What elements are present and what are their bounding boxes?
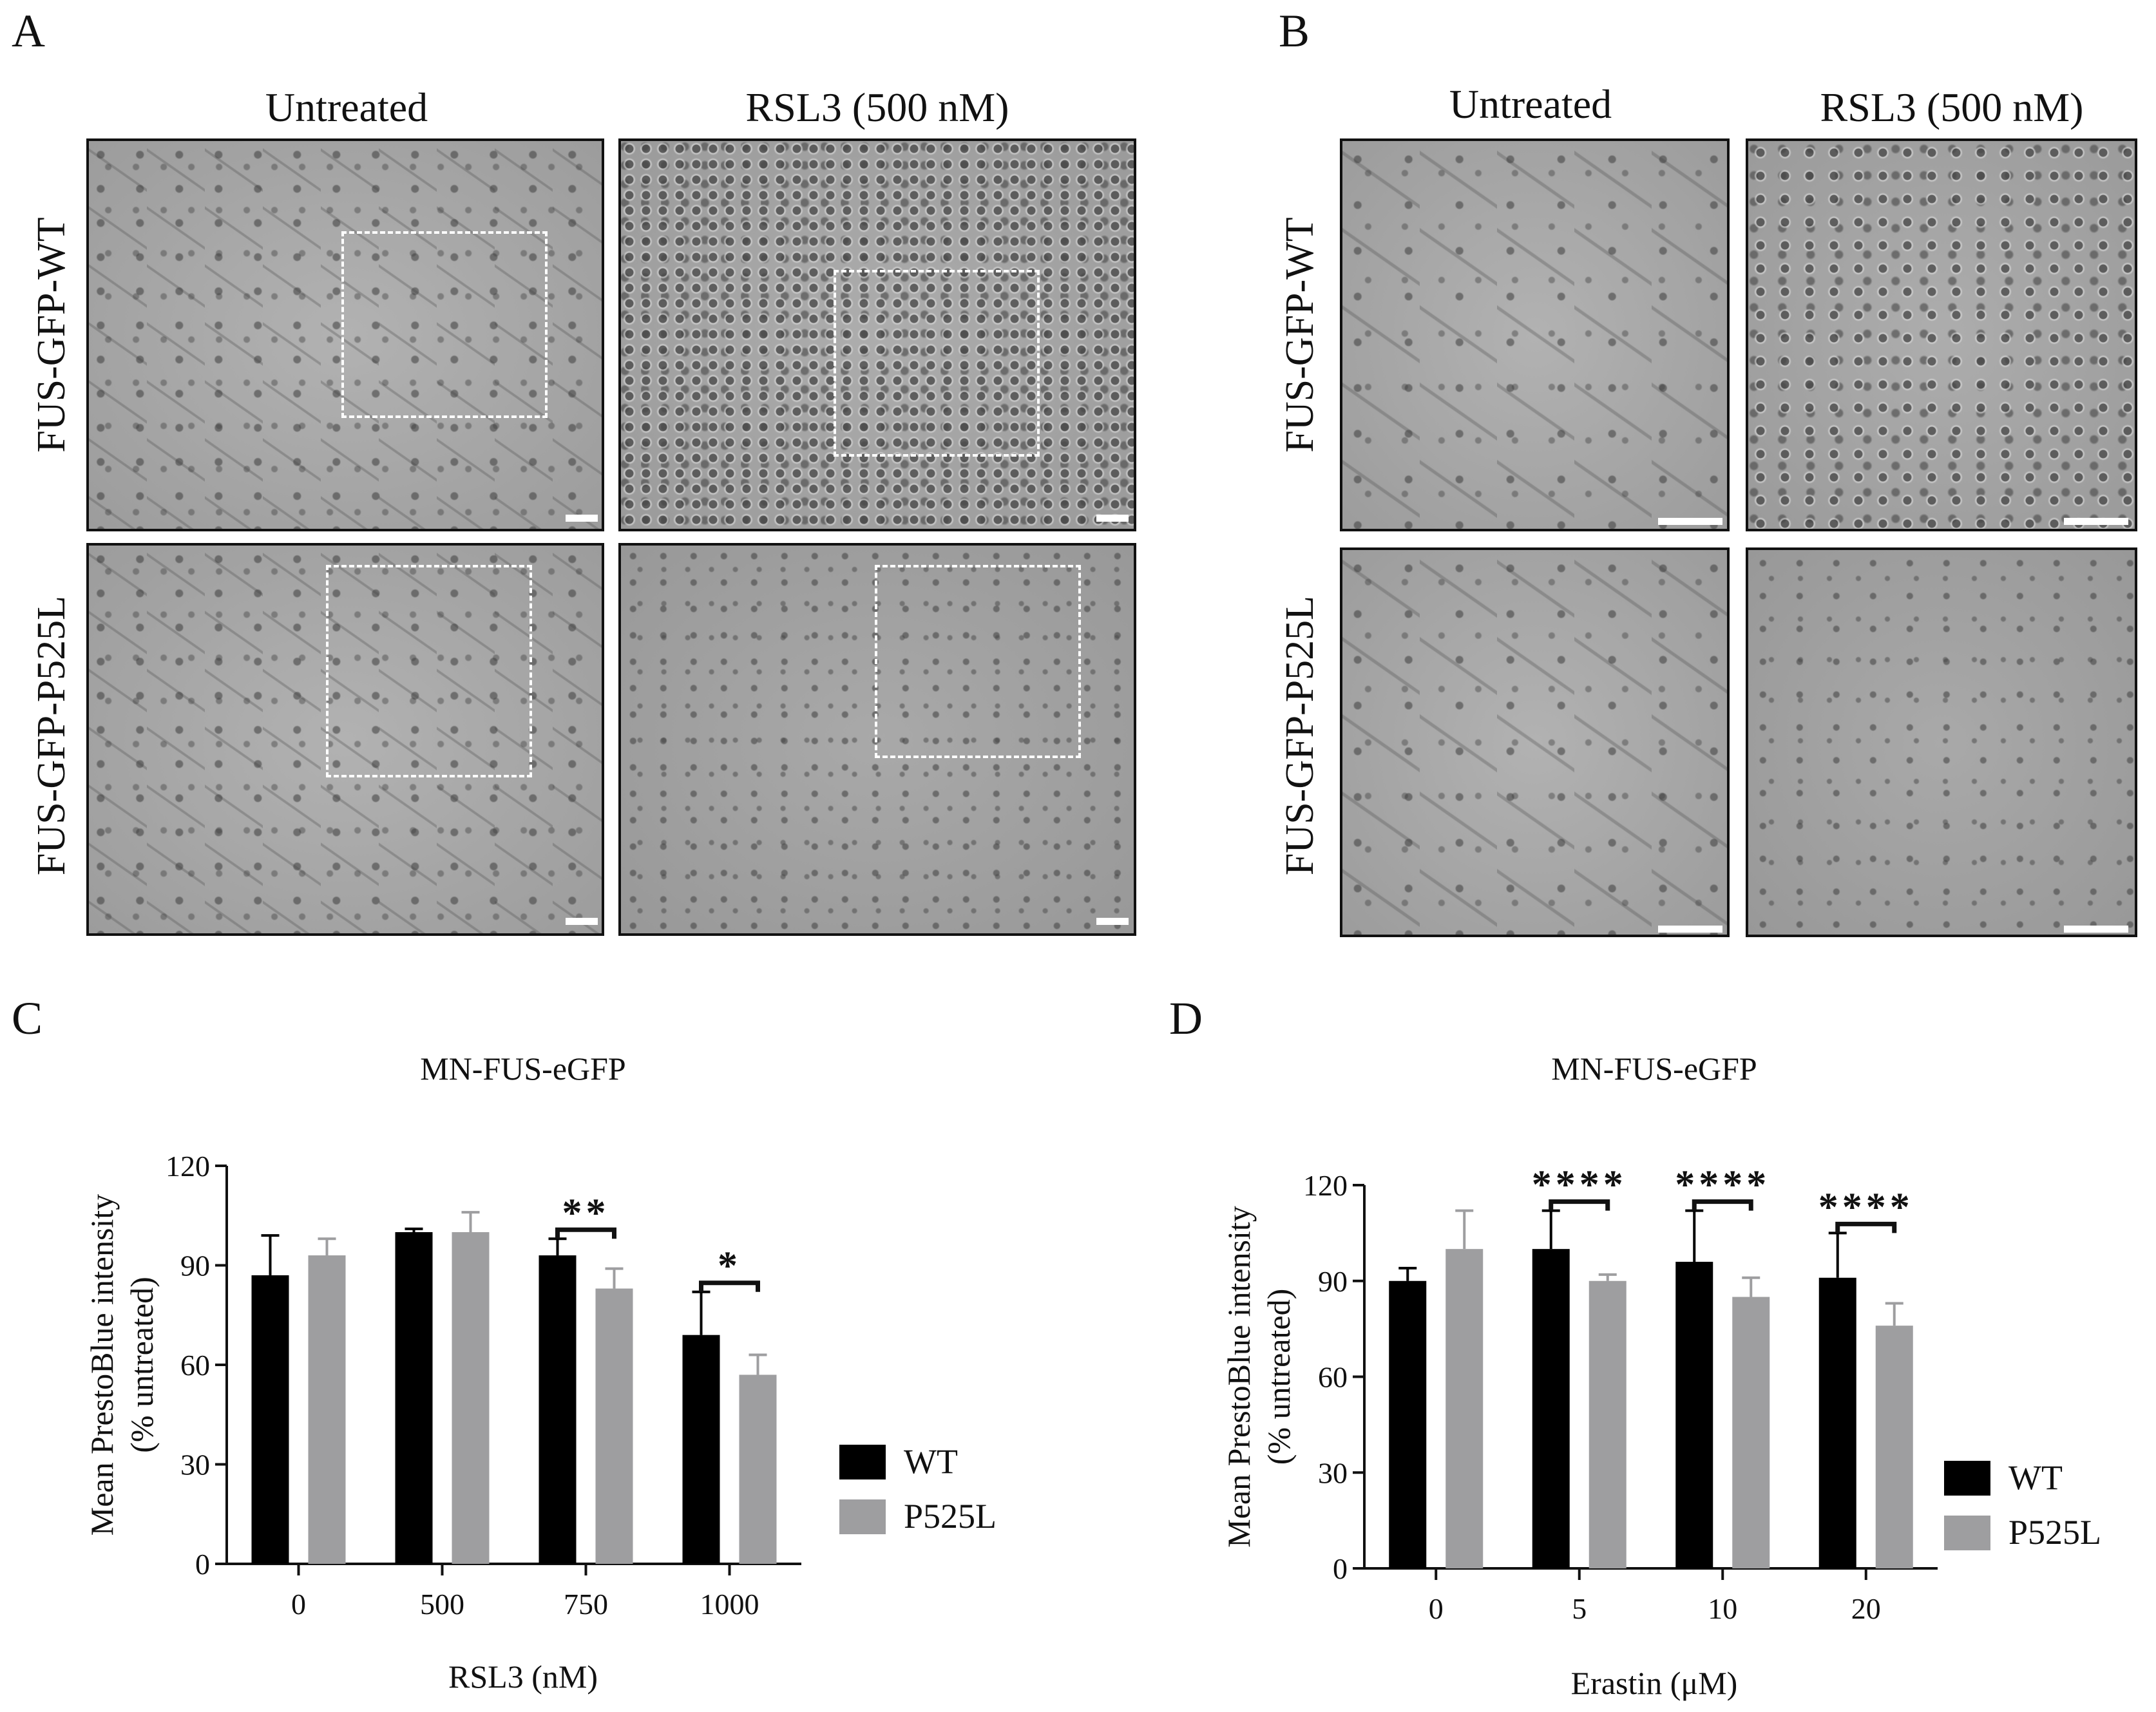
bar-wt [395, 1232, 433, 1564]
x-tick-label: 0 [1429, 1592, 1444, 1625]
legend-swatch-wt [1944, 1461, 1990, 1496]
inset-box [834, 270, 1040, 457]
y-axis-label: Mean PrestoBlue intensity (% untreated) [84, 1194, 160, 1536]
x-tick-label: 1000 [700, 1588, 759, 1621]
x-tick-label: 5 [1572, 1592, 1587, 1625]
y-axis-label-line: Mean PrestoBlue intensity [1221, 1206, 1257, 1548]
scale-bar [566, 918, 598, 925]
inset-box [326, 565, 532, 777]
micrograph-b-p525l-untreated [1340, 547, 1730, 937]
bar-p525l [739, 1374, 777, 1564]
significance-marker: **** [1532, 1163, 1627, 1207]
x-tick-label: 10 [1708, 1592, 1737, 1625]
micrograph-b-wt-untreated [1340, 138, 1730, 531]
scale-bar [1096, 515, 1129, 522]
bar-wt [1818, 1277, 1856, 1568]
y-tick-label: 0 [1333, 1552, 1348, 1585]
legend-label-p525l: P525L [904, 1497, 997, 1536]
bar-wt [251, 1275, 289, 1564]
bar-p525l [1875, 1326, 1913, 1568]
bar-p525l [308, 1255, 346, 1564]
legend-label-wt: WT [2008, 1458, 2063, 1497]
scale-bar [1658, 926, 1722, 933]
bar-p525l [1732, 1297, 1770, 1568]
micrograph-a-wt-rsl3 [618, 138, 1136, 531]
micrograph-a-wt-untreated [86, 138, 604, 531]
scale-bar [1658, 518, 1722, 525]
legend-swatch-p525l [839, 1499, 886, 1534]
scale-bar [2064, 518, 2128, 525]
scale-bar [2064, 926, 2128, 933]
panel-b-column-title-untreated: Untreated [1449, 81, 1612, 127]
chart-title: MN-FUS-eGFP [420, 1051, 626, 1087]
panel-b-row-title-wt: FUS-GFP-WT [1278, 217, 1322, 453]
significance-marker: **** [1818, 1185, 1914, 1229]
significance-bracket [1835, 1221, 1897, 1233]
significance-bracket [699, 1280, 760, 1292]
y-tick-label: 90 [180, 1250, 210, 1282]
significance-bracket [555, 1227, 616, 1239]
panel-label-b: B [1279, 5, 1310, 57]
significance-bracket [1692, 1199, 1753, 1211]
micrograph-a-p525l-rsl3 [618, 543, 1136, 936]
y-axis-label-line: (% untreated) [124, 1277, 160, 1452]
bar-p525l [1445, 1249, 1483, 1568]
bar-wt [1532, 1249, 1570, 1568]
y-tick-label: 120 [166, 1150, 210, 1183]
legend-label-wt: WT [904, 1442, 958, 1481]
scale-bar [1096, 918, 1129, 925]
bar-wt [1675, 1262, 1713, 1568]
bar-p525l [595, 1288, 633, 1564]
bar-wt [1389, 1280, 1427, 1568]
significance-marker: * [718, 1244, 741, 1288]
significance-marker: ** [562, 1191, 610, 1235]
x-tick-label: 750 [564, 1588, 608, 1621]
y-tick-label: 0 [195, 1548, 210, 1581]
x-axis-label: RSL3 (nM) [448, 1659, 598, 1695]
y-tick-label: 90 [1318, 1265, 1348, 1298]
panel-a-row-title-wt: FUS-GFP-WT [30, 217, 73, 453]
micrograph-b-p525l-rsl3 [1746, 547, 2137, 937]
bar-p525l [452, 1232, 490, 1564]
micrograph-a-p525l-untreated [86, 543, 604, 936]
x-tick-label: 500 [420, 1588, 464, 1621]
y-tick-label: 30 [1318, 1456, 1348, 1489]
significance-bracket [1549, 1199, 1610, 1211]
chart-title: MN-FUS-eGFP [1551, 1051, 1757, 1087]
panel-a-column-title-untreated: Untreated [265, 84, 428, 130]
bar-wt [682, 1335, 720, 1564]
y-axis-label-line: (% untreated) [1261, 1289, 1297, 1465]
panel-b-column-title-rsl3: RSL3 (500 nM) [1820, 84, 2084, 130]
micrograph-b-wt-rsl3 [1746, 138, 2137, 531]
panel-label-d: D [1169, 993, 1203, 1044]
legend-swatch-p525l [1944, 1516, 1990, 1550]
y-axis-label-line: Mean PrestoBlue intensity [84, 1194, 120, 1536]
panel-a-column-title-rsl3: RSL3 (500 nM) [745, 84, 1009, 130]
legend-label-p525l: P525L [2008, 1513, 2101, 1552]
legend-swatch-wt [839, 1445, 886, 1479]
panel-label-c: C [12, 993, 43, 1044]
y-tick-label: 120 [1303, 1169, 1348, 1202]
bar-p525l [1588, 1280, 1627, 1568]
x-tick-label: 0 [291, 1588, 306, 1621]
scale-bar [566, 515, 598, 522]
y-tick-label: 60 [180, 1349, 210, 1382]
y-tick-label: 30 [180, 1449, 210, 1481]
bar-wt [539, 1255, 577, 1564]
y-tick-label: 60 [1318, 1361, 1348, 1394]
x-tick-label: 20 [1851, 1592, 1881, 1625]
panel-label-a: A [12, 5, 45, 57]
significance-marker: **** [1675, 1163, 1770, 1207]
panel-a-row-title-p525l: FUS-GFP-P525L [30, 595, 73, 876]
inset-box [875, 565, 1081, 758]
x-axis-label: Erastin (μM) [1571, 1665, 1738, 1701]
panel-b-row-title-p525l: FUS-GFP-P525L [1278, 595, 1322, 876]
inset-box [341, 231, 548, 418]
y-axis-label: Mean PrestoBlue intensity (% untreated) [1221, 1206, 1297, 1548]
